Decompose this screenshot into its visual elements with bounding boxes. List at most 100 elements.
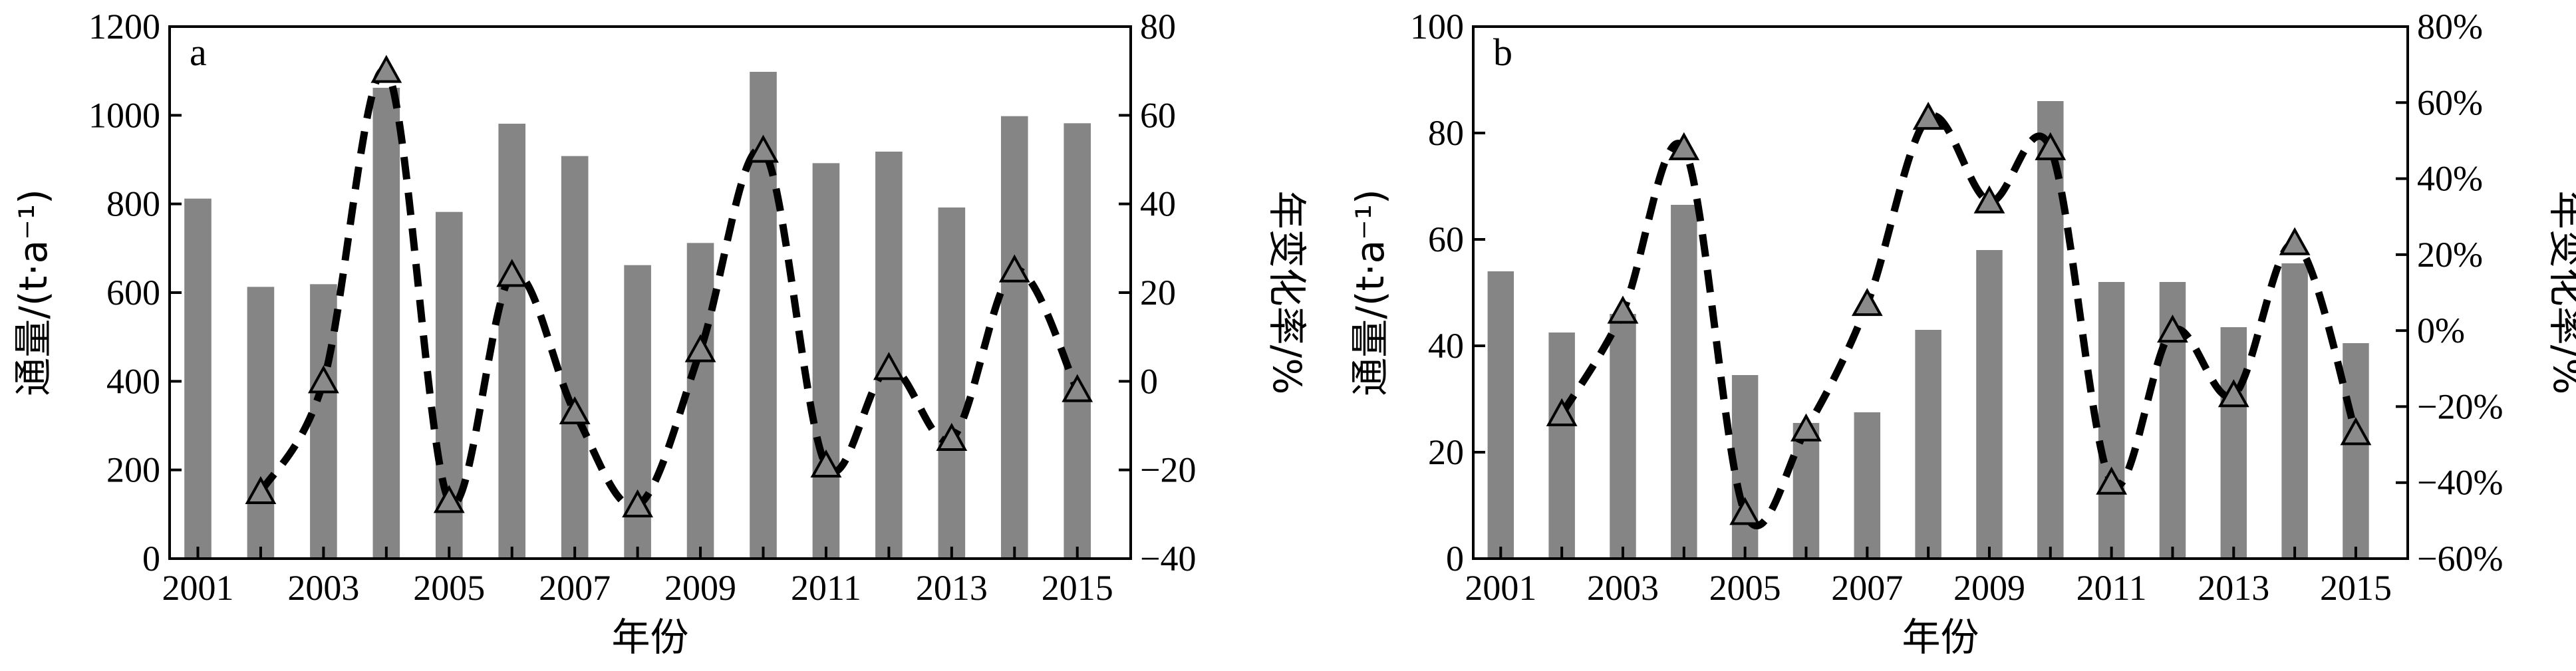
x-tick-label: 2015 xyxy=(2320,568,2392,608)
bar-2007 xyxy=(1854,412,1881,559)
panel-label: a xyxy=(190,31,207,74)
y-tick-label: 600 xyxy=(106,273,160,313)
change-rate-point-2013 xyxy=(936,422,968,451)
change-rate-point-2013 xyxy=(2218,379,2249,408)
x-tick-label: 2007 xyxy=(1831,568,1903,608)
x-tick-label: 2003 xyxy=(1587,568,1659,608)
y2-tick-label: 0 xyxy=(1140,361,1158,401)
y-tick-label: 40 xyxy=(1428,326,1464,366)
panel-b: 0 20 40 60 80 100 −60% −40% −20% 0% 20% 40% 60% 80% 20… xyxy=(1348,7,2576,660)
change-rate-point-2003 xyxy=(307,365,339,394)
y2-tick-label: 80 xyxy=(1140,7,1176,47)
y-tick-label: 0 xyxy=(1446,539,1464,579)
y2-tick-label: −60% xyxy=(2417,539,2503,579)
y2-tick-label: 60% xyxy=(2417,82,2483,122)
y-tick-label: 200 xyxy=(106,450,160,490)
bar-2014 xyxy=(2281,263,2308,559)
x-tick-label: 2003 xyxy=(287,568,359,608)
y2-tick-label: 40 xyxy=(1140,184,1176,224)
panel-label: b xyxy=(1493,31,1512,74)
change-rate-line xyxy=(257,66,1081,511)
y2-tick-label: 40% xyxy=(2417,159,2483,199)
change-rate-point-2011 xyxy=(810,449,842,477)
y-tick-label: 400 xyxy=(106,361,160,401)
change-rate-point-2004 xyxy=(1668,132,1700,160)
change-rate-point-2011 xyxy=(2096,466,2128,495)
y2-tick-label: 20 xyxy=(1140,273,1176,313)
bar-2008 xyxy=(1915,330,1941,559)
x-tick-label: 2005 xyxy=(413,568,485,608)
panel-a: 0 200 400 600 800 1000 1200 −40 −20 0 20 40 60 80 2001… xyxy=(11,7,1310,660)
bar-2009 xyxy=(1976,250,2003,559)
bar-2011 xyxy=(2098,282,2125,559)
y2-tick-label: −40% xyxy=(2417,463,2503,503)
x-tick-label: 2001 xyxy=(162,568,234,608)
x-tick-label: 2009 xyxy=(664,568,736,608)
x-tick-label: 2007 xyxy=(539,568,611,608)
change-rate-point-2009 xyxy=(684,334,716,362)
y2-tick-label: −20% xyxy=(2417,386,2503,426)
bar-2003 xyxy=(1610,314,1636,559)
bar-2014 xyxy=(1000,116,1028,559)
y-tick-label: 1000 xyxy=(88,95,160,135)
change-rate-point-2012 xyxy=(2157,315,2188,343)
change-rate-point-2014 xyxy=(998,254,1030,283)
change-rate-point-2012 xyxy=(873,352,905,380)
x-tick-label: 2005 xyxy=(1709,568,1781,608)
bar-2001 xyxy=(184,198,212,559)
bar-2002 xyxy=(1548,333,1575,559)
change-rate-point-2002 xyxy=(1546,398,1578,426)
change-rate-point-2002 xyxy=(245,475,277,504)
bar-2015 xyxy=(2343,343,2369,559)
y-tick-label: 1200 xyxy=(88,7,160,47)
x-axis-title: 年份 xyxy=(1902,614,1979,660)
x-tick-label: 2015 xyxy=(1042,568,1113,608)
bar-2009 xyxy=(686,243,714,559)
y-axis-title: 通量/(t·a⁻¹) xyxy=(11,189,56,396)
bar-2002 xyxy=(247,287,275,559)
change-rate-point-2005 xyxy=(433,485,465,513)
change-rate-point-2015 xyxy=(2340,417,2372,446)
change-rate-point-2007 xyxy=(559,396,591,424)
change-rate-point-2010 xyxy=(748,134,779,163)
x-axis-title: 年份 xyxy=(611,614,688,660)
bar-2015 xyxy=(1064,123,1091,559)
y2-axis-title: 年变化率/% xyxy=(1264,191,1310,395)
bar-2013 xyxy=(938,207,966,559)
y2-tick-label: −40 xyxy=(1140,539,1196,579)
bar-2011 xyxy=(812,163,840,559)
change-rate-point-2010 xyxy=(2035,132,2067,160)
y-axis-title: 通量/(t·a⁻¹) xyxy=(1348,189,1393,396)
y-tick-label: 80 xyxy=(1428,113,1464,153)
change-rate-point-2007 xyxy=(1851,288,1883,317)
y-tick-label: 60 xyxy=(1428,219,1464,259)
y-tick-label: 100 xyxy=(1410,7,1464,47)
bar-2004 xyxy=(372,88,400,559)
change-rate-line xyxy=(1558,112,2360,529)
y2-tick-label: 0% xyxy=(2417,311,2465,350)
x-tick-label: 2011 xyxy=(2076,568,2147,608)
y-tick-label: 0 xyxy=(142,539,160,579)
y-tick-label: 20 xyxy=(1428,432,1464,472)
y2-tick-label: 20% xyxy=(2417,235,2483,275)
x-tick-label: 2013 xyxy=(916,568,988,608)
x-tick-label: 2001 xyxy=(1465,568,1536,608)
y2-axis-title: 年变化率/% xyxy=(2545,191,2576,395)
change-rate-point-2005 xyxy=(1729,497,1761,525)
bar-2001 xyxy=(1487,271,1514,559)
bar-2013 xyxy=(2220,327,2247,559)
change-rate-point-2006 xyxy=(1790,413,1822,442)
bar-2004 xyxy=(1671,205,1697,559)
y2-tick-label: 60 xyxy=(1140,95,1176,135)
change-rate-point-2014 xyxy=(2279,227,2311,255)
x-tick-label: 2009 xyxy=(1953,568,2025,608)
x-tick-label: 2011 xyxy=(791,568,861,608)
y2-tick-label: 80% xyxy=(2417,7,2483,47)
change-rate-point-2015 xyxy=(1062,374,1093,402)
change-rate-point-2006 xyxy=(496,259,528,287)
bar-2007 xyxy=(561,156,589,559)
change-rate-point-2004 xyxy=(370,55,402,83)
bar-2006 xyxy=(498,124,526,559)
y2-tick-label: −20 xyxy=(1140,450,1196,490)
